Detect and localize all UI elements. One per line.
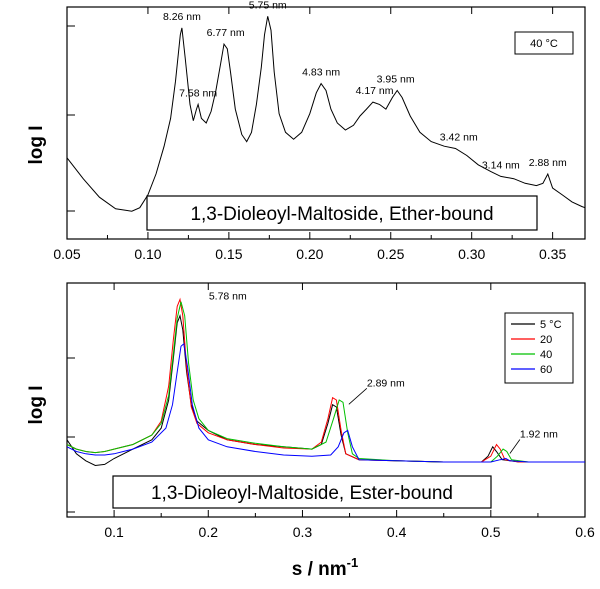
legend-label-40: 40 <box>540 349 552 361</box>
top-title-box: 1,3-Dioleoyl-Maltoside, Ether-bound <box>146 195 538 231</box>
legend-frame <box>504 312 574 384</box>
top-x-tick-label: 0.25 <box>377 246 404 262</box>
top-series-line <box>66 16 586 212</box>
series-line-40 <box>66 301 585 463</box>
top-y-ticks <box>67 25 75 212</box>
top-panel: 0.05 0.10 0.15 0.20 0.25 0.30 0.35 8.26 nm 7.58… <box>26 0 586 262</box>
top-x-tick-label: 0.35 <box>539 246 566 262</box>
temperature-label: 40 °C <box>530 38 558 50</box>
bottom-panel: 0.1 0.2 0.3 0.4 0.5 0.6 5.78 nm 2.89 nm 1.92 nm… <box>26 282 595 580</box>
top-x-ticks <box>66 7 554 239</box>
top-peak-label: 4.17 nm <box>356 85 394 97</box>
top-peak-label: 6.77 nm <box>207 27 245 39</box>
legend-label-20: 20 <box>540 334 552 346</box>
top-peak-label: 4.83 nm <box>302 67 340 79</box>
bottom-panel-title: 1,3-Dioleoyl-Maltoside, Ester-bound <box>151 483 453 504</box>
top-x-tick-label: 0.15 <box>215 246 242 262</box>
bottom-plot-frame <box>66 282 586 518</box>
x-axis-title-main: s / nm <box>292 559 347 580</box>
top-peak-label: 7.58 nm <box>179 87 217 99</box>
top-peak-label: 2.88 nm <box>529 157 567 169</box>
top-peak-label: 8.26 nm <box>163 11 201 23</box>
bottom-y-ticks <box>67 357 75 513</box>
x-axis-title: s / nm-1 <box>292 555 358 580</box>
bottom-title-box: 1,3-Dioleoyl-Maltoside, Ester-bound <box>112 475 492 509</box>
top-peak-labels: 8.26 nm 7.58 nm 6.77 nm 5.75 nm 4.83 nm 4.17 … <box>163 0 567 171</box>
top-x-tick-labels: 0.05 0.10 0.15 0.20 0.25 0.30 0.35 <box>53 246 566 262</box>
bottom-x-tick-label: 0.1 <box>104 524 124 540</box>
series-line-60 <box>66 342 585 463</box>
top-x-tick-label: 0.05 <box>53 246 80 262</box>
top-panel-title: 1,3-Dioleoyl-Maltoside, Ether-bound <box>190 204 493 225</box>
bottom-x-tick-label: 0.4 <box>387 524 407 540</box>
temperature-box: 40 °C <box>514 31 574 55</box>
x-axis-title-superscript: -1 <box>347 555 359 570</box>
bottom-x-tick-labels: 0.1 0.2 0.3 0.4 0.5 0.6 <box>104 524 595 540</box>
bottom-x-tick-label: 0.3 <box>293 524 313 540</box>
bottom-peak-label: 1.92 nm <box>520 428 558 440</box>
legend-label-5: 5 °C <box>540 319 562 331</box>
bottom-x-tick-label: 0.6 <box>575 524 595 540</box>
bottom-series-lines <box>66 297 585 467</box>
top-plot-frame <box>66 6 586 240</box>
bottom-peak-label: 5.78 nm <box>209 291 247 303</box>
peak-leader-line <box>348 388 368 405</box>
bottom-x-ticks <box>66 283 586 517</box>
top-y-axis-title: log I <box>26 125 47 164</box>
legend: 5 °C 20 40 60 <box>504 312 574 384</box>
top-peak-label: 3.14 nm <box>482 159 520 171</box>
top-peak-label: 5.75 nm <box>249 0 287 11</box>
top-x-tick-label: 0.10 <box>134 246 161 262</box>
peak-leader-line <box>509 439 521 454</box>
bottom-x-tick-label: 0.2 <box>199 524 219 540</box>
top-peak-label: 3.42 nm <box>440 132 478 144</box>
bottom-peak-label: 2.89 nm <box>367 377 405 389</box>
top-x-tick-label: 0.20 <box>296 246 323 262</box>
bottom-x-tick-label: 0.5 <box>481 524 501 540</box>
top-x-tick-label: 0.30 <box>458 246 485 262</box>
legend-label-60: 60 <box>540 364 552 376</box>
bottom-peak-labels: 5.78 nm 2.89 nm 1.92 nm <box>209 291 558 454</box>
top-peak-label: 3.95 nm <box>377 74 415 86</box>
bottom-y-axis-title: log I <box>26 385 47 424</box>
